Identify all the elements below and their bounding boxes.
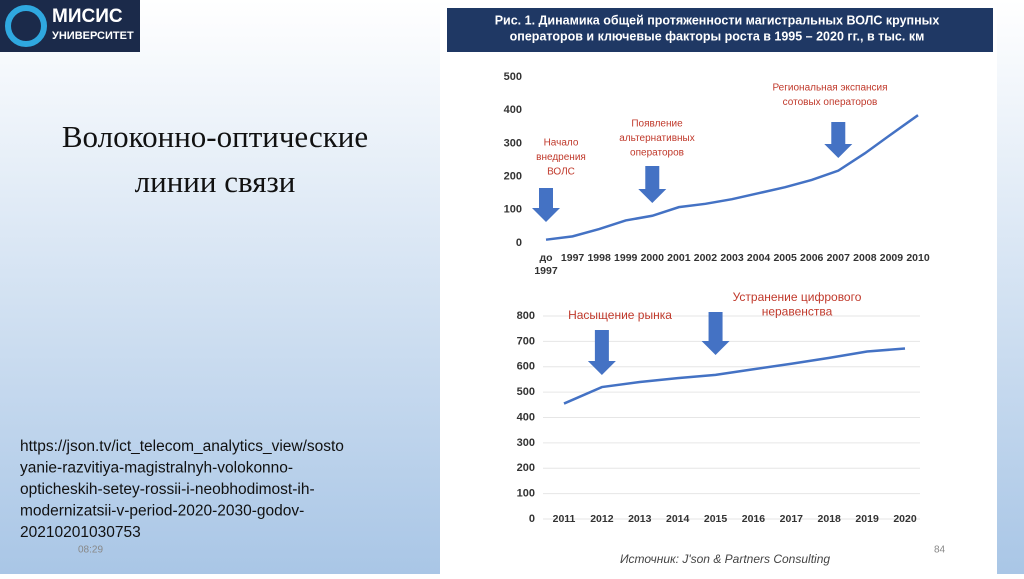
y-tick-label: 400 (504, 104, 522, 116)
data-line (545, 114, 919, 241)
y-tick-label: 400 (517, 411, 535, 423)
annotation-text: ВОЛС (547, 167, 575, 178)
annotation-arrow (638, 166, 667, 203)
x-tick-label: 2006 (800, 252, 824, 264)
y-tick-label: 600 (517, 361, 535, 373)
y-tick-label: 500 (504, 71, 522, 83)
annotation-arrow (701, 312, 730, 355)
source-url: 20210201030753 (20, 524, 141, 541)
y-tick-label: 100 (504, 204, 522, 216)
data-line (563, 347, 906, 405)
x-tick-label: 2010 (906, 252, 930, 264)
annotation-arrow (824, 122, 853, 158)
source-url: modernizatsii-v-period-2020-2030-godov- (20, 503, 304, 520)
y-tick-label: 300 (517, 437, 535, 449)
y-tick-label: 0 (529, 513, 535, 525)
annotation-text: Региональная экспансия (772, 83, 887, 94)
y-tick-label: 700 (517, 335, 535, 347)
x-tick-label: 2014 (666, 513, 690, 525)
annotation-text: Начало (544, 138, 579, 149)
x-tick-label: 2017 (780, 513, 804, 525)
annotation-text: альтернативных (619, 133, 694, 144)
x-tick-label: 1998 (587, 252, 611, 264)
slide-title: линии связи (135, 164, 296, 199)
annotation-text: внедрения (536, 152, 586, 163)
x-tick-label: 2002 (694, 252, 718, 264)
x-tick-label: 2020 (893, 513, 917, 525)
logo-icon (5, 5, 47, 47)
x-tick-label: 2003 (720, 252, 744, 264)
y-tick-label: 800 (517, 310, 535, 322)
annotation-arrow (587, 330, 616, 375)
x-tick-label: 2011 (553, 513, 576, 525)
x-tick-label: 2013 (628, 513, 652, 525)
x-tick-label: 2009 (880, 252, 904, 264)
y-tick-label: 500 (517, 386, 535, 398)
figure-title-band (447, 8, 993, 52)
annotation-text: Устранение цифрового (733, 290, 862, 304)
annotation-text: операторов (630, 148, 684, 159)
x-tick-label: 2012 (590, 513, 614, 525)
y-tick-label: 200 (517, 462, 535, 474)
x-tick-label: 2016 (742, 513, 766, 525)
logo-text: МИСИС (52, 6, 123, 27)
x-tick-label: 2007 (827, 252, 851, 264)
annotation-text: сотовых операторов (783, 97, 878, 108)
annotation-text: неравенства (762, 305, 833, 319)
x-tick-label: 1997 (561, 252, 585, 264)
x-tick-label: 2000 (641, 252, 665, 264)
annotation-text: Насыщение рынка (568, 308, 672, 322)
x-tick-label: 1999 (614, 252, 638, 264)
slide-title: Волоконно-оптические (62, 119, 368, 154)
y-tick-label: 0 (516, 237, 522, 249)
figure-panel (440, 5, 997, 574)
x-tick-label: 2004 (747, 252, 771, 264)
figure-title: Рис. 1. Динамика общей протяженности маг… (495, 13, 940, 27)
x-tick-label: до 1997 (534, 252, 558, 277)
x-tick-label: 2001 (667, 252, 691, 264)
x-tick-label: 2005 (773, 252, 797, 264)
logo-text: УНИВЕРСИТЕТ (52, 30, 134, 42)
page-number: 84 (934, 545, 946, 556)
source-url: https://json.tv/ict_telecom_analytics_vi… (20, 438, 344, 455)
y-tick-label: 200 (504, 171, 522, 183)
figure-source: Источник: J'son & Partners Consulting (620, 552, 830, 566)
source-url: opticheskih-setey-rossii-i-neobhodimost-… (20, 481, 315, 498)
x-tick-label: 2008 (853, 252, 877, 264)
x-tick-label: 2015 (704, 513, 728, 525)
annotation-arrow (532, 188, 560, 222)
y-tick-label: 100 (517, 488, 535, 500)
annotation-text: Появление (631, 119, 683, 130)
time: 08:29 (78, 545, 103, 556)
figure-title: операторов и ключевые факторы роста в 19… (510, 29, 925, 43)
x-tick-label: 2018 (818, 513, 842, 525)
source-url: yanie-razvitiya-magistralnyh-volokonno- (20, 460, 293, 477)
y-tick-label: 300 (504, 137, 522, 149)
x-tick-label: 2019 (855, 513, 879, 525)
